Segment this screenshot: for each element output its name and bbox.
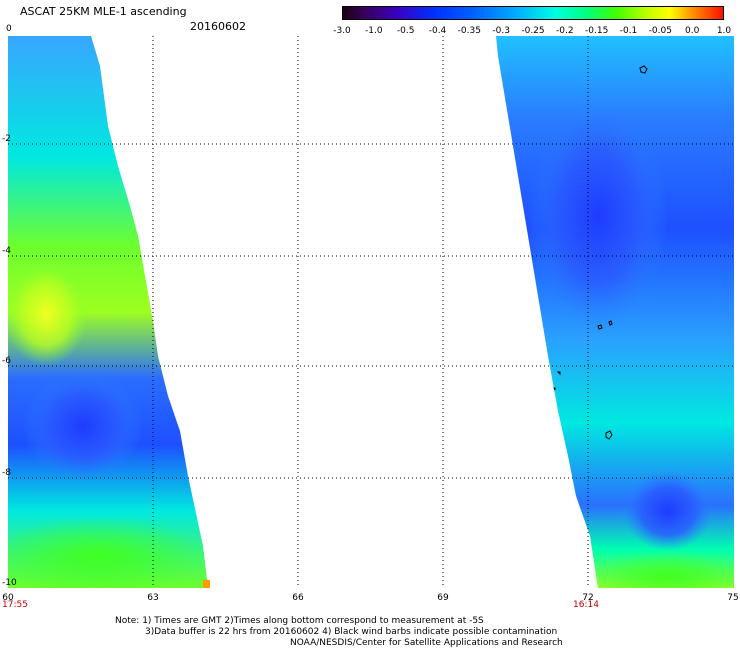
map-date: 20160602	[190, 20, 246, 33]
x-axis-label: 60	[2, 593, 14, 603]
colorbar-tick-label: 1.0	[716, 26, 732, 36]
y-axis-label: -6	[2, 356, 11, 366]
map-title: ASCAT 25KM MLE-1 ascending	[20, 5, 187, 18]
note-line-3: NOAA/NESDIS/Center for Satellite Applica…	[290, 638, 563, 648]
note-line-2: 3)Data buffer is 22 hrs from 20160602 4)…	[145, 627, 558, 637]
time-right: 16:14	[573, 600, 599, 610]
blue-anomaly-right	[528, 106, 668, 326]
colorbar-tick-label: -0.05	[648, 26, 672, 36]
yellow-anomaly	[8, 262, 88, 366]
colorbar-tick-label: -0.25	[521, 26, 545, 36]
colorbar-tick-label: -0.2	[556, 26, 574, 36]
island-outline	[597, 324, 603, 330]
x-axis-label: 63	[147, 593, 159, 603]
colorbar-tick-label: -3.0	[333, 26, 351, 36]
green-anomaly-bottom-left	[8, 516, 208, 588]
colorbar-tick-label: -0.1	[619, 26, 638, 36]
x-axis-label: 72	[582, 593, 594, 603]
green-anomaly-bottom-right	[588, 551, 734, 588]
y-axis-label: -8	[2, 468, 11, 478]
blue-anomaly-lower-right	[623, 471, 713, 551]
map-panel	[8, 36, 734, 588]
colorbar-tick-label: -0.35	[457, 26, 481, 36]
y-axis-label: -4	[2, 246, 11, 256]
y-axis-label: -10	[2, 578, 17, 588]
island-outline	[608, 320, 613, 326]
colorbar	[342, 6, 724, 20]
colorbar-tick-label: -0.3	[492, 26, 510, 36]
x-axis-label: 69	[437, 593, 449, 603]
x-axis-label: 75	[727, 593, 739, 603]
y-axis-label: 0	[6, 24, 12, 34]
blue-anomaly-left	[23, 371, 143, 481]
island-outline	[605, 430, 613, 440]
island-outline	[553, 371, 561, 391]
colorbar-tick-label: 0.0	[684, 26, 700, 36]
y-axis-label: -2	[2, 134, 11, 144]
time-left: 17:55	[2, 600, 28, 610]
grid-lines	[8, 36, 734, 588]
colorbar-tick-label: -0.5	[396, 26, 415, 36]
colorbar-tick-label: -0.4	[428, 26, 447, 36]
island-outline	[639, 65, 648, 74]
colorbar-tick-label: -1.0	[365, 26, 383, 36]
colorbar-tick-label: -0.15	[585, 26, 609, 36]
x-axis-label: 66	[292, 593, 304, 603]
note-line-1: Note: 1) Times are GMT 2)Times along bot…	[115, 616, 484, 626]
orange-pixel	[203, 580, 210, 588]
